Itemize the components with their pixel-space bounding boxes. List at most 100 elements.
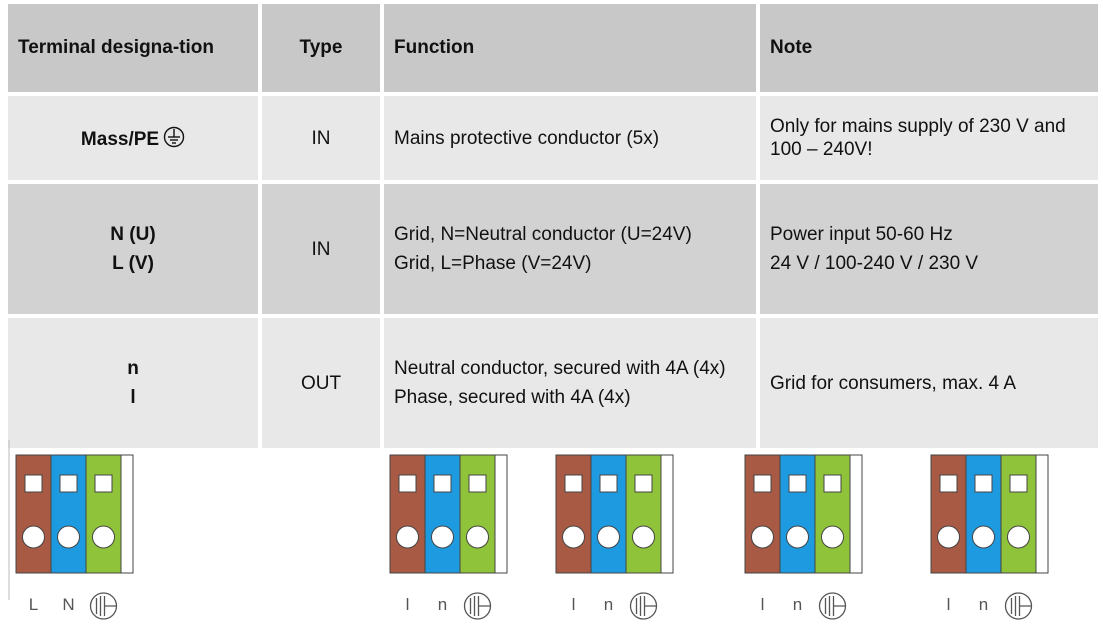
terminal-screw-slot: [94, 474, 113, 493]
cell-text-span: IN: [311, 238, 331, 260]
cell-text: Only for mains supply of 230 V and 100 –…: [770, 115, 1088, 161]
terminal-opening: [22, 525, 45, 549]
terminal-opening: [92, 525, 115, 549]
cell-text: OUT: [272, 372, 370, 395]
terminal-end-plate: [1035, 454, 1049, 574]
ground-symbol-lines: [824, 596, 846, 616]
ground-symbol-lines: [635, 596, 657, 616]
cell-text: IN: [272, 238, 370, 261]
terminal-screw-slot: [974, 474, 993, 493]
cell-text: 24 V / 100-240 V / 230 V: [770, 252, 1088, 275]
cell-text: Neutral conductor, secured with 4A (4x): [394, 357, 746, 380]
header-cell: Terminal designa-tion: [8, 4, 258, 92]
terminal-opening: [786, 525, 809, 549]
terminal-end-plate: [849, 454, 863, 574]
terminal-screw-slot: [564, 474, 583, 493]
cell-text: Mass/PE: [18, 126, 248, 151]
terminal-screw-slot: [398, 474, 417, 493]
terminal-end-plate: [494, 454, 508, 574]
header-cell: Note: [760, 4, 1098, 92]
terminal-screw-slot: [1009, 474, 1028, 493]
terminal-segment: [625, 454, 662, 574]
terminal-segment: [15, 454, 52, 574]
terminal-label: l: [761, 595, 765, 614]
table-cell: Power input 50-60 Hz 24 V / 100-240 V / 2…: [760, 184, 1098, 314]
terminal-label: L: [29, 595, 38, 614]
cell-text-span: L (V): [112, 253, 154, 274]
ground-symbol-lines: [469, 596, 491, 616]
terminal-label: n: [604, 595, 613, 614]
cell-text-span: IN: [311, 127, 331, 149]
terminal-screw-slot: [59, 474, 78, 493]
terminal-end-plate: [120, 454, 134, 574]
terminal-label: N: [62, 595, 74, 614]
terminal-opening: [597, 525, 620, 549]
terminal-opening: [632, 525, 655, 549]
header-cell: Function: [384, 4, 756, 92]
cell-text: Grid, N=Neutral conductor (U=24V): [394, 223, 746, 246]
cell-text: N (U): [18, 223, 248, 246]
cell-text: Power input 50-60 Hz: [770, 223, 1088, 246]
cell-text-span: Phase, secured with 4A (4x): [394, 387, 631, 408]
terminal-screw-slot: [788, 474, 807, 493]
terminal-label: n: [979, 595, 988, 614]
header-row: Terminal designa-tion Type Function Note: [8, 4, 1098, 92]
table-cell: Neutral conductor, secured with 4A (4x) P…: [384, 318, 756, 448]
terminal-label: l: [406, 595, 410, 614]
table-cell: IN: [262, 184, 380, 314]
cell-text: Phase, secured with 4A (4x): [394, 386, 746, 409]
cell-text: IN: [272, 127, 370, 150]
terminal-segment: [85, 454, 122, 574]
terminal-screw-slot: [634, 474, 653, 493]
terminal-label: l: [947, 595, 951, 614]
terminal-screw-slot: [823, 474, 842, 493]
terminal-opening: [431, 525, 454, 549]
table-row: N (U) L (V) IN Grid, N=Neutral conductor (U…: [8, 184, 1098, 314]
terminal-screw-slot: [939, 474, 958, 493]
terminal-end-plate: [660, 454, 674, 574]
cell-text-span: Neutral conductor, secured with 4A (4x): [394, 358, 726, 379]
terminal-opening: [821, 525, 844, 549]
cell-text-span: 24 V / 100-240 V / 230 V: [770, 253, 979, 274]
terminal-opening: [1007, 525, 1030, 549]
cell-text-span: Grid for consumers, max. 4 A: [770, 372, 1017, 394]
terminal-segment: [424, 454, 461, 574]
cell-text-span: Mains protective conductor (5x): [394, 127, 660, 149]
table-cell: Only for mains supply of 230 V and 100 –…: [760, 96, 1098, 180]
terminal-segment: [389, 454, 426, 574]
terminal-table: Terminal designa-tion Type Function Note Mas…: [4, 0, 1102, 452]
ground-symbol-lines: [95, 596, 117, 616]
table-cell: Mass/PE: [8, 96, 258, 180]
terminal-opening: [751, 525, 774, 549]
terminal-screw-slot: [24, 474, 43, 493]
terminal-segment: [744, 454, 781, 574]
terminal-opening: [972, 525, 995, 549]
terminal-opening: [466, 525, 489, 549]
terminal-segment: [590, 454, 627, 574]
terminal-screw-slot: [753, 474, 772, 493]
table-cell: Grid, N=Neutral conductor (U=24V) Grid, L…: [384, 184, 756, 314]
ground-icon: [163, 126, 185, 147]
terminal-segment: [779, 454, 816, 574]
cell-text-span: Only for mains supply of 230 V and 100 –…: [770, 116, 1066, 160]
table-cell: Mains protective conductor (5x): [384, 96, 756, 180]
terminal-segment: [930, 454, 967, 574]
cell-text: n: [18, 357, 248, 380]
terminal-segment: [1000, 454, 1037, 574]
cell-text: l: [18, 386, 248, 409]
table-cell: Grid for consumers, max. 4 A: [760, 318, 1098, 448]
cell-text-span: N (U): [110, 224, 156, 245]
terminal-segment: [459, 454, 496, 574]
cell-text: Grid for consumers, max. 4 A: [770, 372, 1088, 395]
cell-text-span: Mass/PE: [80, 128, 160, 150]
cell-text: Grid, L=Phase (V=24V): [394, 252, 746, 275]
terminal-segment: [555, 454, 592, 574]
terminal-opening: [937, 525, 960, 549]
cell-text-span: Power input 50-60 Hz: [770, 224, 953, 245]
terminal-label: n: [438, 595, 447, 614]
table-cell: IN: [262, 96, 380, 180]
terminal-opening: [57, 525, 80, 549]
